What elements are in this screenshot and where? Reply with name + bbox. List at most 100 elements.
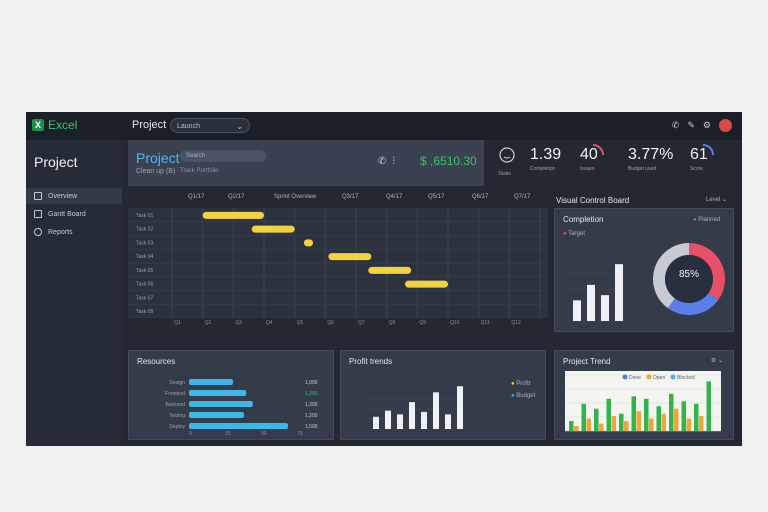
resource-label: Frontend bbox=[165, 391, 185, 397]
profit-bar bbox=[421, 411, 427, 429]
kpi-issues: 40 Issues bbox=[580, 144, 604, 172]
sidebar-title: Project bbox=[34, 154, 78, 170]
trend-legend-dot bbox=[646, 374, 652, 380]
phone-icon[interactable]: ✆ bbox=[671, 120, 680, 130]
trend-bar bbox=[669, 393, 674, 431]
resource-bar bbox=[189, 379, 233, 385]
resource-bar bbox=[189, 412, 244, 418]
board-title: Visual Control Board bbox=[556, 196, 630, 205]
sidebar: Project Overview Gantt Board Reports bbox=[26, 140, 122, 446]
trend-bar bbox=[574, 426, 579, 431]
gantt-task-label: Task 05 bbox=[136, 268, 153, 274]
completion-bar bbox=[573, 300, 581, 321]
gantt-axis-label: Q6 bbox=[327, 320, 334, 326]
profit-bar bbox=[433, 392, 439, 429]
resource-amount: 1,300 bbox=[305, 402, 318, 408]
project-header: Project Search Clean up (B) Track Portfo… bbox=[128, 140, 484, 186]
excel-icon: X bbox=[32, 119, 44, 131]
resources-chart: Design 1,000 Frontend 1,250 Backend 1,300 Test… bbox=[165, 379, 318, 437]
trend-bar bbox=[619, 413, 624, 431]
gantt-column: Q2/17 bbox=[228, 194, 245, 200]
trend-legend-dot bbox=[670, 374, 676, 380]
gantt-column: Q6/17 bbox=[472, 194, 489, 200]
kpi-value: 61 bbox=[690, 146, 708, 163]
trend-bar bbox=[656, 406, 661, 431]
gantt-chart: Q1/17 Q2/17 Sprint Overview Q3/17 Q4/17 … bbox=[128, 194, 548, 334]
gantt-axis-label: Q5 bbox=[296, 320, 304, 326]
trend-bar bbox=[644, 398, 649, 431]
project-caption: Track Portfolio bbox=[180, 168, 219, 174]
kpi-value: 1.39 bbox=[530, 146, 562, 163]
app-name: Excel bbox=[48, 118, 78, 132]
bar-icon[interactable]: ⫶ bbox=[392, 156, 395, 167]
project-actions: ✆ ⫶ bbox=[378, 156, 395, 167]
trend-legend-dot bbox=[622, 374, 628, 380]
legend-label: Planned bbox=[698, 217, 721, 223]
project-select[interactable]: Launch ⌄ bbox=[170, 118, 250, 133]
trend-bar bbox=[686, 418, 691, 431]
resource-amount: 1,250 bbox=[305, 391, 318, 397]
folder-icon bbox=[34, 210, 42, 218]
resource-axis-label: 50 bbox=[261, 431, 267, 437]
legend-profit: ● Profit bbox=[511, 381, 531, 387]
gantt-axis-label: Q7 bbox=[358, 320, 365, 326]
gantt-axis-label: Q1 bbox=[174, 320, 181, 326]
completion-chart bbox=[567, 243, 725, 322]
project-select-value: Launch bbox=[177, 123, 200, 130]
kpi-label: Completion bbox=[530, 166, 556, 172]
kpi-label: Score bbox=[690, 166, 704, 172]
kpi-strip: Tasks 1.39 Completion 40 Issues 3.77% Bu… bbox=[490, 140, 742, 186]
avatar[interactable] bbox=[719, 119, 732, 132]
resource-label: Deploy bbox=[169, 424, 185, 430]
sidebar-item-gantt[interactable]: Gantt Board bbox=[26, 206, 122, 222]
trend-bar bbox=[636, 411, 641, 431]
profit-bar bbox=[445, 414, 451, 429]
profit-bar bbox=[457, 386, 463, 429]
edit-icon[interactable]: ✎ bbox=[687, 120, 695, 130]
sidebar-item-reports[interactable]: Reports bbox=[26, 224, 122, 240]
profit-bar bbox=[397, 414, 403, 429]
resource-amount: 1,200 bbox=[305, 413, 318, 419]
level-dropdown-label: Level bbox=[706, 197, 721, 203]
resource-label: Design bbox=[169, 380, 185, 386]
search-input[interactable]: Search bbox=[180, 150, 266, 162]
app-logo: X Excel bbox=[32, 118, 77, 132]
sidebar-item-overview[interactable]: Overview bbox=[26, 188, 122, 204]
gantt-task-label: Task 06 bbox=[136, 282, 153, 288]
donut-hole bbox=[665, 255, 713, 303]
panel-title: Completion bbox=[563, 215, 604, 224]
panel-title: Profit trends bbox=[349, 357, 393, 366]
trend-bar bbox=[599, 423, 604, 431]
legend-label: Profit bbox=[516, 381, 531, 387]
trend-bar bbox=[681, 401, 686, 431]
gantt-column: Q1/17 bbox=[188, 194, 205, 200]
trend-bar bbox=[611, 416, 616, 431]
completion-bar bbox=[601, 295, 609, 321]
document-icon bbox=[34, 192, 42, 200]
resource-axis-label: 0 bbox=[189, 431, 192, 437]
settings-icon[interactable]: ⚙ bbox=[702, 120, 711, 130]
phone-icon[interactable]: ✆ bbox=[378, 156, 387, 167]
titlebar-actions: ✆ ✎ ⚙ bbox=[672, 119, 732, 132]
completion-bar bbox=[587, 284, 595, 321]
completion-panel: Completion ● Target ● Planned 85% bbox=[554, 208, 734, 332]
gantt-axis: Q1 Q2 Q3 Q4 Q5 Q6 Q7 Q8 Q9 Q10 Q11 Q12 bbox=[128, 320, 548, 330]
gantt-axis-label: Q11 bbox=[480, 320, 490, 326]
gantt-task-label: Task 07 bbox=[136, 295, 153, 301]
trend-bar bbox=[594, 408, 599, 431]
legend-planned: ● Planned bbox=[693, 217, 721, 223]
trend-settings-icon[interactable]: ⚙ ⌄ bbox=[710, 358, 723, 364]
gantt-axis-label: Q10 bbox=[450, 320, 460, 326]
kpi-ring bbox=[592, 144, 604, 156]
resource-bar bbox=[189, 401, 253, 407]
app-window: X Excel Project Launch ⌄ ✆ ✎ ⚙ Project O… bbox=[26, 112, 742, 446]
kpi-label: Tasks bbox=[498, 171, 511, 177]
trend-legend-label: Done bbox=[629, 375, 641, 381]
gantt-bar bbox=[368, 266, 412, 274]
user-icon bbox=[34, 228, 42, 236]
resource-bar bbox=[189, 423, 288, 429]
level-dropdown[interactable]: Level ⌄ bbox=[706, 197, 728, 203]
resource-axis-label: 75 bbox=[297, 431, 303, 437]
gantt-bar bbox=[405, 280, 448, 288]
kpi-value: 40 bbox=[580, 146, 598, 163]
